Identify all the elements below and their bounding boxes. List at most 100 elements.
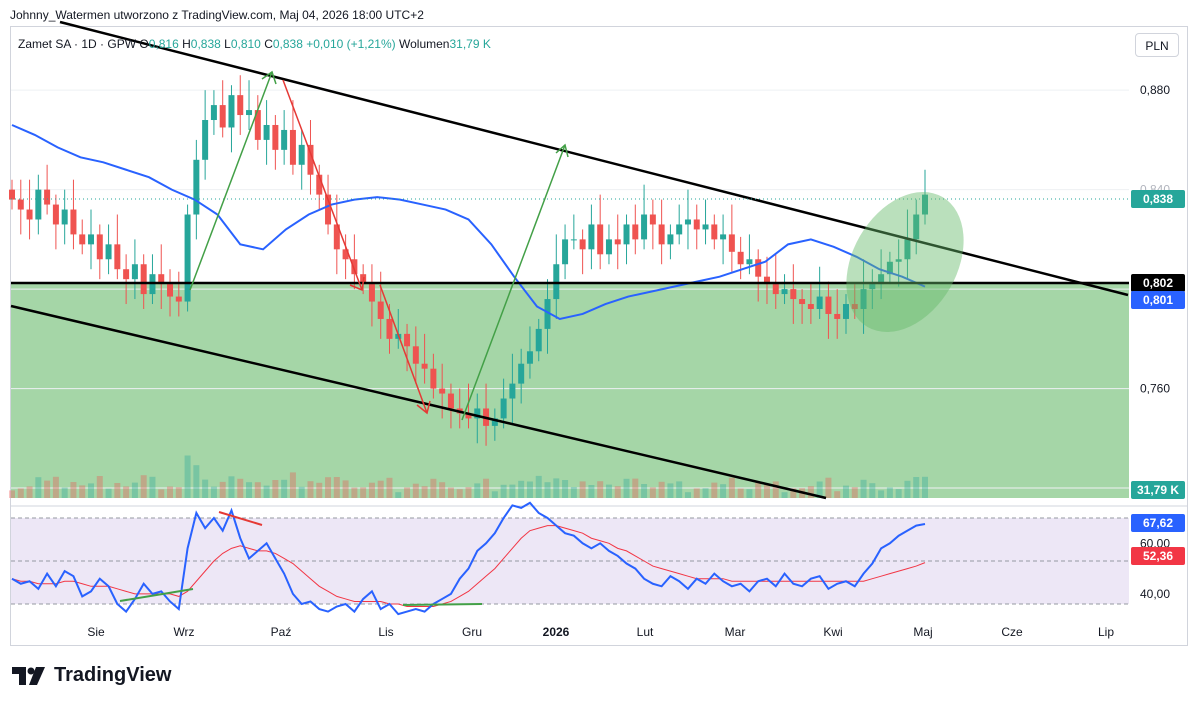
volume-bar <box>281 479 288 498</box>
candle-body <box>693 219 700 230</box>
time-axis: Sie Wrz Paź Lis Gru 2026 Lut Mar Kwi Maj Cze Lip <box>87 625 1114 639</box>
volume-bar <box>333 477 340 498</box>
candle-body <box>790 289 797 300</box>
candle-body <box>518 363 525 384</box>
ma-price-label-bg <box>1131 291 1185 309</box>
volume-bar <box>61 487 68 498</box>
volume-bar <box>579 481 586 498</box>
candle-body <box>834 313 841 319</box>
candle-body <box>254 110 261 140</box>
candle-body <box>614 239 621 245</box>
volume-bar <box>307 481 314 498</box>
volume-bar <box>842 485 849 498</box>
volume-bar <box>755 482 762 498</box>
legend-volume-value: 31,79 K <box>449 37 491 51</box>
volume-bar <box>544 482 551 498</box>
legend-open-value: 0,816 <box>148 37 179 51</box>
candle-body <box>526 351 533 364</box>
candle-body <box>570 239 577 241</box>
legend-symbol: Zamet SA · 1D · GPW <box>18 37 137 51</box>
rsi-divergence-lines <box>119 511 483 606</box>
volume-bar <box>711 482 718 498</box>
candle-body <box>193 159 200 215</box>
volume-bar <box>193 465 200 498</box>
volume-bar <box>834 491 841 498</box>
currency-button[interactable]: PLN <box>1135 33 1179 57</box>
rsi-divergence-green-1 <box>119 588 194 602</box>
volume-bar <box>614 486 621 498</box>
volume-bar <box>9 490 15 498</box>
last-price-label: 0,838 <box>1143 192 1173 206</box>
candle-body <box>755 259 762 277</box>
last-price-label-bg <box>1131 190 1185 208</box>
candle-body <box>535 328 542 352</box>
candle-body <box>351 259 358 275</box>
candle-body <box>632 224 639 240</box>
candle-body <box>333 224 340 250</box>
volume-bar <box>254 482 261 498</box>
volume-bar <box>851 487 858 498</box>
candle-body <box>869 284 876 290</box>
candle-body <box>605 239 612 255</box>
candle-body <box>79 234 86 245</box>
arrow-down-2-head <box>416 400 431 415</box>
time-tick-label: Maj <box>913 625 932 639</box>
volume-bar <box>702 488 709 498</box>
volume-bar <box>518 480 525 498</box>
candle-body <box>210 105 217 121</box>
volume-bar <box>456 489 463 498</box>
candle-body <box>219 105 226 128</box>
candle-body <box>131 264 138 280</box>
candle-body <box>26 209 33 220</box>
price-grid <box>11 89 1129 489</box>
pattern-arrows <box>189 70 569 421</box>
candle-body <box>641 214 648 240</box>
time-tick-label: Sie <box>87 625 105 639</box>
tradingview-logo-icon <box>12 666 45 685</box>
volume-bar <box>878 490 885 498</box>
volume-label-bg <box>1131 481 1185 499</box>
brand-name: TradingView <box>54 664 172 686</box>
upper-trendline <box>59 20 1129 297</box>
volume-bar <box>377 480 384 498</box>
candle-body <box>842 304 849 319</box>
candle-body <box>44 189 51 205</box>
candle-body <box>70 209 77 235</box>
arrow-up-2 <box>461 144 566 421</box>
volume-bar <box>430 478 437 498</box>
candle-body <box>509 383 516 399</box>
volume-bar <box>325 477 332 498</box>
candle-body <box>35 189 42 220</box>
candle-body <box>825 296 832 314</box>
candle-body <box>562 239 569 265</box>
candle-body <box>597 224 604 255</box>
volume-bar <box>693 488 700 498</box>
rsi-divergence-red <box>218 511 263 526</box>
volume-label: 31,79 K <box>1137 483 1179 497</box>
candle-body <box>202 120 209 160</box>
time-tick-label: Kwi <box>823 625 842 639</box>
candle-body <box>430 368 437 389</box>
volume-bar <box>623 478 630 498</box>
volume-bar <box>219 481 226 498</box>
candle-body <box>886 261 893 275</box>
volume-bar <box>649 487 656 498</box>
lower-trendline <box>10 304 827 500</box>
legend-close-label: C <box>264 37 273 51</box>
candle-body <box>799 299 806 305</box>
breakout-highlight <box>846 192 964 332</box>
support-price-label: 0,802 <box>1143 276 1173 290</box>
arrow-up-2-head <box>555 143 569 158</box>
volume-bar <box>658 481 665 498</box>
volume-bar <box>641 484 648 498</box>
rsi-ma-value-label-bg <box>1131 547 1185 565</box>
volume-bar <box>35 477 42 498</box>
candle-body <box>404 333 411 347</box>
legend-low-label: L <box>224 37 231 51</box>
candle-body <box>913 214 920 240</box>
time-tick-label: Lut <box>637 625 654 639</box>
volume-bar <box>158 489 165 498</box>
volume-bar <box>869 483 876 498</box>
candle-body <box>368 284 375 302</box>
